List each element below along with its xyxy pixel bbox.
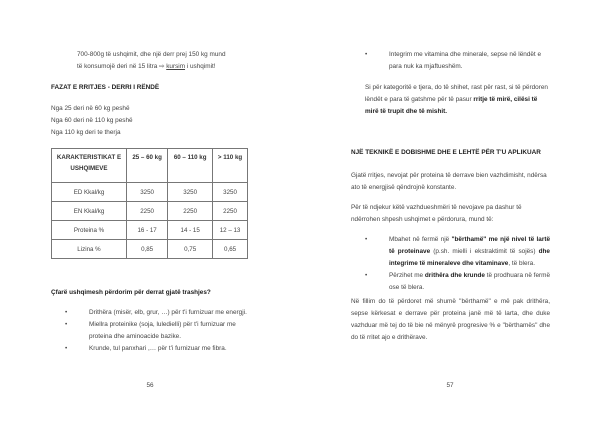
list-item: Miellra proteinike (soja, luledielli) pë… <box>65 319 250 343</box>
table-row: EN Kkal/kg 2250 2250 2250 <box>51 201 248 221</box>
list-item: Krunde, tul panxhari ,… për t'i furnizua… <box>65 343 250 355</box>
right-page: Integrim me vitamina dhe minerale, sepse… <box>300 0 600 425</box>
cell: 14 - 15 <box>167 220 214 240</box>
paragraph: Gjatë rritjes, nevojat për proteina të d… <box>351 172 547 191</box>
nutrition-table: KARAKTERISTIKAT E USHQIMEVE 25 – 60 kg 6… <box>51 148 248 259</box>
cell: 0,65 <box>212 239 248 259</box>
column-header: 25 – 60 kg <box>125 148 169 183</box>
emphasis: dhe integrime të mineraleve dhe vitamina… <box>389 248 550 267</box>
kursim-word: kursim <box>166 63 186 70</box>
cell: 3250 <box>125 182 169 202</box>
page-number: 56 <box>146 382 154 389</box>
paragraph: Për të ndjekur këtë vazhdueshmëri të nev… <box>351 204 522 223</box>
paragraph: Si për kategoritë e tjera, do të shihet,… <box>365 82 550 118</box>
technique-list: Mbahet në fermë një "bërthamë" me një ni… <box>365 234 550 294</box>
integration-list: Integrim me vitamina dhe minerale, sepse… <box>365 49 550 73</box>
range-item: Nga 25 deri në 60 kg peshë <box>51 105 130 112</box>
table-row: ED Kkal/kg 3250 3250 3250 <box>51 182 248 202</box>
text: Përzihet me <box>389 272 425 279</box>
cell: 2250 <box>167 201 214 221</box>
cell: 3250 <box>167 182 214 202</box>
text: Mbahet në fermë një <box>389 236 452 243</box>
cell: Lizina % <box>51 239 127 259</box>
table-row: Lizina % 0,85 0,75 0,65 <box>51 239 248 259</box>
page-number: 57 <box>446 382 454 389</box>
column-header: > 110 kg <box>212 148 248 183</box>
cell: 3250 <box>212 182 248 202</box>
cell: 0,85 <box>125 239 169 259</box>
emphasis: "bërthamë" me një nivel të lartë të prot… <box>389 236 551 255</box>
column-header: KARAKTERISTIKAT E USHQIMEVE <box>51 148 127 183</box>
left-page: 700-800g të ushqimit, dhe një derr prej … <box>0 0 300 425</box>
cell: 0,75 <box>167 239 214 259</box>
table-header-row: KARAKTERISTIKAT E USHQIMEVE 25 – 60 kg 6… <box>51 148 248 183</box>
intro-line-text: të konsumojë deri në 15 litra <box>77 63 160 70</box>
intro-line: të konsumojë deri në 15 litra ⇨ kursim i… <box>77 61 267 73</box>
section-heading: NJË TEKNIKË E DOBISHME DHE E LEHTË PËR T… <box>351 149 541 156</box>
cell: 2250 <box>125 201 169 221</box>
list-item: Mbahet në fermë një "bërthamë" me një ni… <box>365 234 550 270</box>
range-item: Nga 110 kg deri te therja <box>51 129 121 136</box>
paragraph-emphasis: rritje të mirë, cilësi të mirë të trupit… <box>365 96 538 115</box>
text: , të blera. <box>508 260 535 267</box>
cell: 12 – 13 <box>212 220 248 240</box>
text: të prodhuara në fermë ose të blera. <box>389 272 551 291</box>
arrow-icon: ⇨ <box>159 63 165 70</box>
weight-ranges: Nga 25 deri në 60 kg peshë Nga 60 deri n… <box>51 103 133 139</box>
list-item: Integrim me vitamina dhe minerale, sepse… <box>365 49 550 73</box>
cell: 16 - 17 <box>125 220 169 240</box>
cell: 2250 <box>212 201 248 221</box>
intro-line: 700-800g të ushqimit, dhe një derr prej … <box>77 51 226 58</box>
list-item: Përzihet me drithëra dhe krunde të prodh… <box>365 270 550 294</box>
paragraph-text: Si për kategoritë e tjera, do të shihet,… <box>365 84 548 103</box>
cell: ED Kkal/kg <box>51 182 127 202</box>
column-header: 60 – 110 kg <box>167 148 214 183</box>
cell: EN Kkal/kg <box>51 201 127 221</box>
intro-line-end: i ushqimit! <box>185 63 216 70</box>
cell: Proteina % <box>51 220 127 240</box>
range-item: Nga 60 deri në 110 kg peshë <box>51 117 133 124</box>
section-heading: FAZAT E RRITJES - DERRI I RËNDË <box>51 84 160 91</box>
intro-text: 700-800g të ushqimit, dhe një derr prej … <box>77 49 267 73</box>
emphasis: drithëra dhe krunde <box>424 272 485 279</box>
feed-question: Çfarë ushqimesh përdorim për derrat gjat… <box>51 289 211 296</box>
feed-list: Drithëra (misër, elb, grur, …) për t'i f… <box>65 307 250 355</box>
list-item: Drithëra (misër, elb, grur, …) për t'i f… <box>65 307 250 319</box>
text: (p.sh. mielli i ekstraktimit të sojës) <box>430 248 539 255</box>
table-row: Proteina % 16 - 17 14 - 15 12 – 13 <box>51 220 248 240</box>
paragraph: Në fillim do të përdoret më shumë "bërth… <box>351 298 550 341</box>
